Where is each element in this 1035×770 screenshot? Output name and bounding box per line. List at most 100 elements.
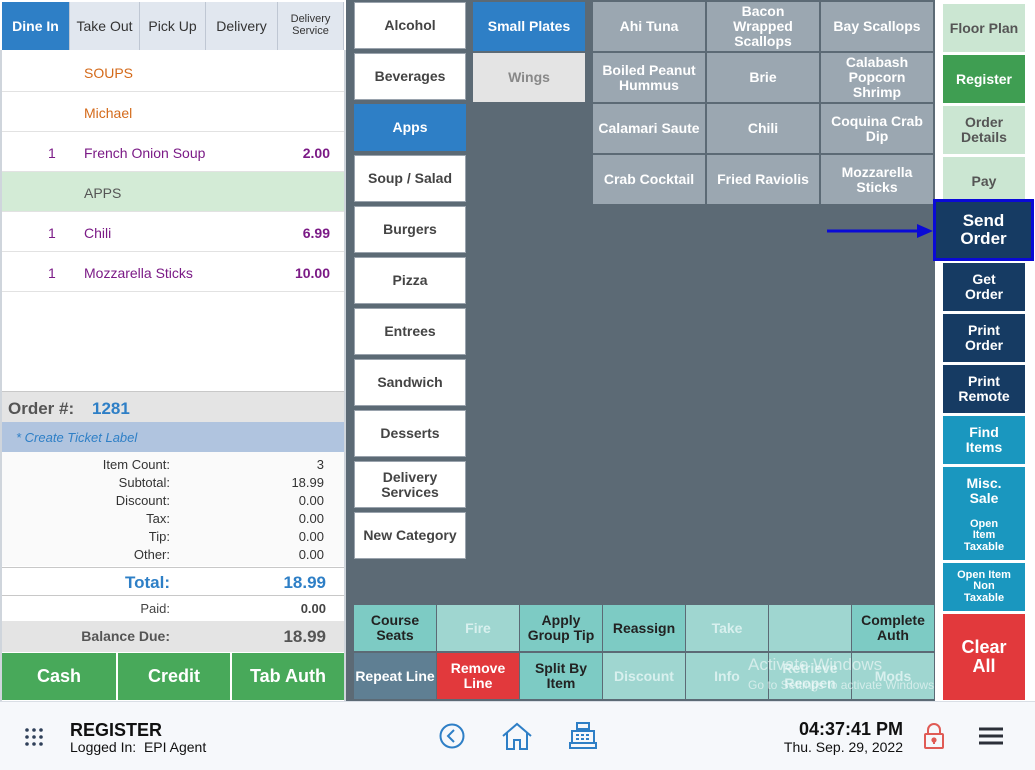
ticket-section-apps[interactable]: APPS bbox=[2, 172, 344, 212]
tip-label: Tip: bbox=[148, 529, 170, 544]
category-apps[interactable]: Apps bbox=[354, 104, 466, 151]
retrieve-reopen-button[interactable]: Retrieve Reopen bbox=[769, 653, 851, 699]
category-beverages[interactable]: Beverages bbox=[354, 53, 466, 100]
ticket-line[interactable]: 1 French Onion Soup 2.00 bbox=[2, 132, 344, 172]
tab-take-out[interactable]: Take Out bbox=[70, 2, 140, 50]
subcategory-small-plates[interactable]: Small Plates bbox=[473, 2, 585, 51]
ticket-line-qty: 1 bbox=[48, 225, 56, 241]
tab-pick-up[interactable]: Pick Up bbox=[140, 2, 206, 50]
discount-label: Discount: bbox=[115, 493, 170, 508]
screen-title: REGISTER bbox=[70, 720, 163, 740]
open-item-non-taxable-button[interactable]: Open Item Non Taxable bbox=[943, 563, 1025, 611]
menu-item[interactable]: Calabash Popcorn Shrimp bbox=[821, 53, 933, 102]
order-summary: Item Count: 3 Subtotal: 18.99 Discount: … bbox=[2, 452, 344, 566]
balance-label: Balance Due: bbox=[81, 628, 170, 644]
discount-button[interactable]: Discount bbox=[603, 653, 685, 699]
category-alcohol[interactable]: Alcohol bbox=[354, 2, 466, 49]
course-seats-button[interactable]: Course Seats bbox=[354, 605, 436, 651]
blank-function-button[interactable] bbox=[769, 605, 851, 651]
mods-button[interactable]: Mods bbox=[852, 653, 934, 699]
create-ticket-label-text: * Create Ticket Label bbox=[16, 430, 138, 445]
logged-in-user: Logged In: EPI Agent bbox=[70, 739, 207, 755]
balance-row: Balance Due: 18.99 bbox=[2, 621, 344, 652]
complete-auth-button[interactable]: Complete Auth bbox=[852, 605, 934, 651]
ticket-line[interactable]: 1 Mozzarella Sticks 10.00 bbox=[2, 252, 344, 292]
order-details-button[interactable]: Order Details bbox=[943, 106, 1025, 154]
menu-item[interactable]: Fried Raviolis bbox=[707, 155, 819, 204]
info-button[interactable]: Info bbox=[686, 653, 768, 699]
ticket-line-name: Chili bbox=[84, 225, 112, 241]
lock-icon[interactable] bbox=[922, 722, 946, 755]
tip-value: 0.00 bbox=[298, 529, 324, 544]
send-order-button[interactable]: Send Order bbox=[933, 199, 1034, 261]
menu-item[interactable]: Crab Cocktail bbox=[593, 155, 705, 204]
reassign-button[interactable]: Reassign bbox=[603, 605, 685, 651]
ticket-section-soups[interactable]: SOUPS bbox=[2, 52, 344, 92]
category-entrees[interactable]: Entrees bbox=[354, 308, 466, 355]
paid-value: 0.00 bbox=[300, 601, 326, 616]
ticket-line-name: French Onion Soup bbox=[84, 145, 206, 161]
ticket-line-price: 6.99 bbox=[302, 225, 330, 241]
category-soup-salad[interactable]: Soup / Salad bbox=[354, 155, 466, 202]
back-icon[interactable] bbox=[439, 723, 465, 754]
category-new-category[interactable]: New Category bbox=[354, 512, 466, 559]
category-delivery-services[interactable]: Delivery Services bbox=[354, 461, 466, 508]
open-item-taxable-button[interactable]: Open Item Taxable bbox=[943, 512, 1025, 560]
subtotal-label: Subtotal: bbox=[118, 475, 170, 490]
menu-item[interactable]: Brie bbox=[707, 53, 819, 102]
menu-item[interactable]: Ahi Tuna bbox=[593, 2, 705, 51]
item-count-value: 3 bbox=[316, 457, 324, 472]
item-count-label: Item Count: bbox=[102, 457, 170, 472]
cash-register-icon[interactable] bbox=[568, 721, 598, 756]
take-button[interactable]: Take bbox=[686, 605, 768, 651]
credit-button[interactable]: Credit bbox=[118, 653, 230, 700]
split-by-item-button[interactable]: Split By Item bbox=[520, 653, 602, 699]
create-ticket-label-button[interactable]: * Create Ticket Label bbox=[2, 422, 344, 452]
menu-item[interactable]: Boiled Peanut Hummus bbox=[593, 53, 705, 102]
apply-group-tip-button[interactable]: Apply Group Tip bbox=[520, 605, 602, 651]
ticket-line-qty: 1 bbox=[48, 145, 56, 161]
discount-value: 0.00 bbox=[298, 493, 324, 508]
find-items-button[interactable]: Find Items bbox=[943, 416, 1025, 464]
category-sandwich[interactable]: Sandwich bbox=[354, 359, 466, 406]
apps-grid-icon[interactable] bbox=[24, 727, 44, 747]
ticket-line-qty: 1 bbox=[48, 265, 56, 281]
tab-delivery[interactable]: Delivery bbox=[206, 2, 278, 50]
remove-line-button[interactable]: Remove Line bbox=[437, 653, 519, 699]
get-order-button[interactable]: Get Order bbox=[943, 263, 1025, 311]
print-order-button[interactable]: Print Order bbox=[943, 314, 1025, 362]
menu-item[interactable]: Calamari Saute bbox=[593, 104, 705, 153]
floor-plan-button[interactable]: Floor Plan bbox=[943, 4, 1025, 52]
print-remote-button[interactable]: Print Remote bbox=[943, 365, 1025, 413]
home-icon[interactable] bbox=[501, 721, 533, 756]
fire-button[interactable]: Fire bbox=[437, 605, 519, 651]
category-burgers[interactable]: Burgers bbox=[354, 206, 466, 253]
category-pizza[interactable]: Pizza bbox=[354, 257, 466, 304]
subcategory-wings[interactable]: Wings bbox=[473, 53, 585, 102]
bottom-bar: REGISTER Logged In: EPI Agent 04:37:41 P… bbox=[0, 701, 1035, 770]
tab-dine-in[interactable]: Dine In bbox=[2, 2, 70, 50]
ticket-seat-name[interactable]: Michael bbox=[2, 92, 344, 132]
menu-item[interactable]: Bay Scallops bbox=[821, 2, 933, 51]
other-label: Other: bbox=[133, 547, 170, 562]
tab-delivery-service[interactable]: Delivery Service bbox=[278, 2, 344, 50]
ticket-line-name: SOUPS bbox=[84, 65, 134, 81]
paid-row: Paid: 0.00 bbox=[2, 597, 344, 621]
menu-item[interactable]: Coquina Crab Dip bbox=[821, 104, 933, 153]
annotation-arrow bbox=[827, 224, 933, 238]
pay-button[interactable]: Pay bbox=[943, 157, 1025, 205]
tab-auth-button[interactable]: Tab Auth bbox=[232, 653, 344, 700]
category-desserts[interactable]: Desserts bbox=[354, 410, 466, 457]
repeat-line-button[interactable]: Repeat Line bbox=[354, 653, 436, 699]
register-button[interactable]: Register bbox=[943, 55, 1025, 103]
menu-item[interactable]: Chili bbox=[707, 104, 819, 153]
menu-item[interactable]: Mozzarella Sticks bbox=[821, 155, 933, 204]
ticket-line-name: Mozzarella Sticks bbox=[84, 265, 193, 281]
misc-sale-button[interactable]: Misc. Sale bbox=[943, 467, 1025, 515]
clear-all-button[interactable]: Clear All bbox=[943, 614, 1025, 700]
cash-button[interactable]: Cash bbox=[2, 653, 116, 700]
ticket-panel bbox=[0, 50, 346, 702]
hamburger-menu-icon[interactable] bbox=[979, 726, 1003, 751]
menu-item[interactable]: Bacon Wrapped Scallops bbox=[707, 2, 819, 51]
ticket-line[interactable]: 1 Chili 6.99 bbox=[2, 212, 344, 252]
